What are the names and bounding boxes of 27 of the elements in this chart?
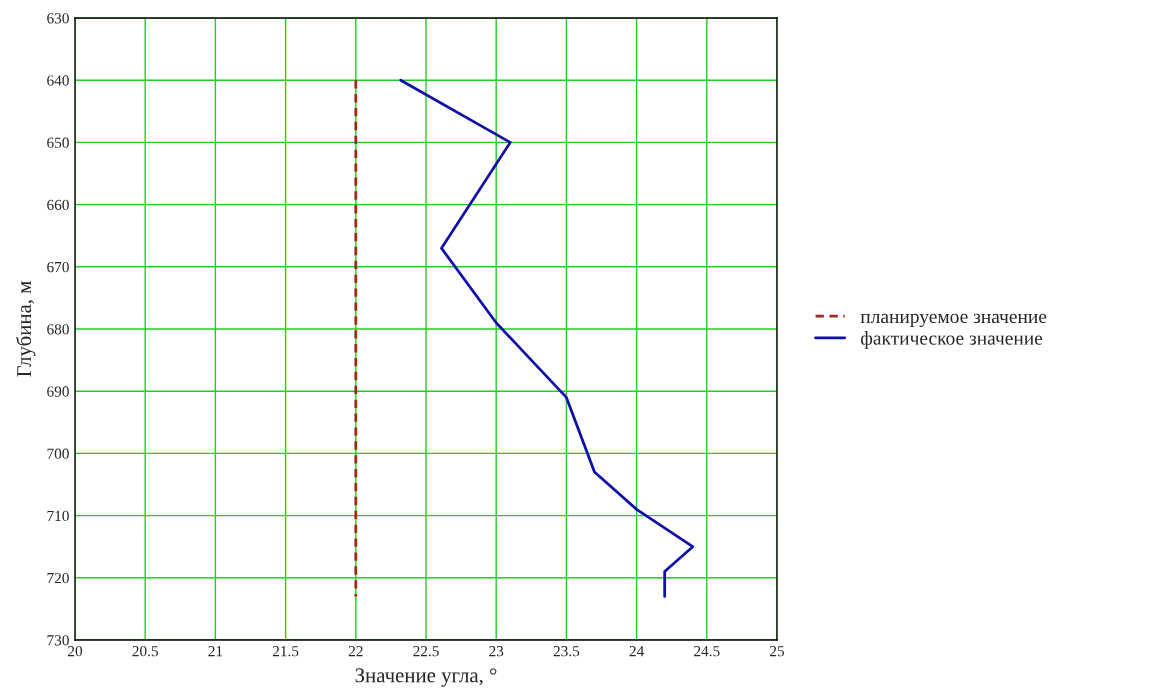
x-tick-label: 25 (770, 646, 785, 657)
y-tick-label: 730 (47, 635, 69, 646)
x-axis-title: Значение угла, ° (355, 668, 497, 687)
x-tick-label: 24 (629, 646, 644, 657)
y-tick-label: 710 (47, 510, 69, 522)
x-tick-label: 21 (208, 646, 223, 657)
x-tick-label: 23.5 (553, 646, 580, 657)
y-tick-label: 640 (47, 75, 69, 86)
x-tick-label: 24.5 (694, 646, 720, 657)
x-tick-label: 23 (489, 646, 504, 657)
x-tick-label: 22 (348, 646, 363, 657)
x-tick-label: 22.5 (413, 646, 439, 657)
legend-label: планируемое значение (860, 313, 1047, 328)
x-tick-label: 21.5 (272, 646, 299, 657)
legend-label: фактическое значение (860, 331, 1043, 349)
y-tick-label: 720 (47, 572, 69, 584)
y-tick-label: 660 (47, 199, 69, 211)
x-tick-label: 20 (68, 646, 83, 657)
y-tick-label: 670 (47, 261, 69, 273)
x-tick-label: 20.5 (132, 646, 158, 657)
y-tick-label: 680 (47, 324, 69, 335)
y-axis-title: Глубина, м (16, 281, 36, 377)
y-tick-label: 700 (47, 448, 69, 459)
line-series (399, 78, 695, 598)
y-tick-label: 690 (47, 386, 69, 397)
y-tick-label: 630 (47, 13, 69, 24)
y-tick-label: 650 (47, 137, 69, 148)
